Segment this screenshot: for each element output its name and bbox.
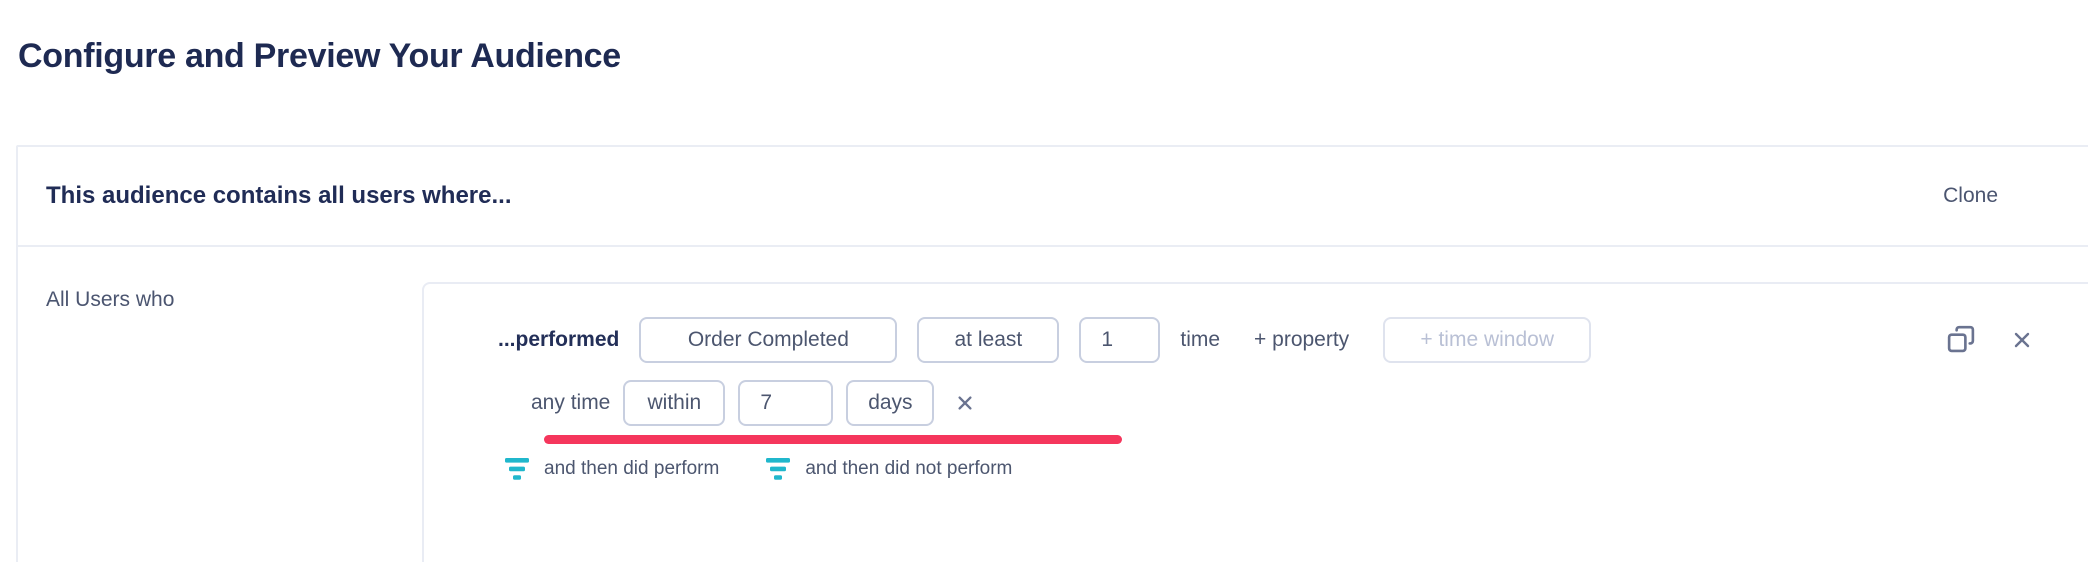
time-window-row: any time within days xyxy=(424,380,974,426)
time-window-input[interactable] xyxy=(1383,317,1592,363)
close-icon xyxy=(956,396,974,415)
operator-select-button[interactable]: at least xyxy=(917,317,1060,363)
count-suffix-label: time xyxy=(1180,328,1221,351)
panel-header: This audience contains all users where..… xyxy=(18,147,2088,247)
and-then-did-perform-button[interactable]: and then did perform xyxy=(504,457,719,481)
audience-panel: This audience contains all users where..… xyxy=(16,145,2088,562)
window-value-input[interactable] xyxy=(738,380,834,426)
range-select-button[interactable]: within xyxy=(623,380,726,426)
duplicate-icon xyxy=(1946,325,1976,357)
unit-select-button[interactable]: days xyxy=(846,380,935,426)
add-property-button[interactable]: + property xyxy=(1254,328,1350,351)
all-users-who-label: All Users who xyxy=(46,288,175,311)
panel-header-title: This audience contains all users where..… xyxy=(46,182,512,209)
remove-condition-button[interactable] xyxy=(2012,330,2032,350)
clone-button[interactable]: Clone xyxy=(1943,184,1998,207)
condition-card: ...performed Order Completed at least ti… xyxy=(422,282,2088,562)
duplicate-condition-button[interactable] xyxy=(1946,324,1976,354)
highlight-underline xyxy=(544,435,1122,444)
and-then-did-not-perform-button[interactable]: and then did not perform xyxy=(765,457,1012,481)
filter-lines-icon xyxy=(504,457,530,481)
any-time-label: any time xyxy=(531,391,611,414)
sequence-actions-row: and then did perform and then did not pe… xyxy=(424,454,1012,484)
count-input[interactable] xyxy=(1079,317,1161,363)
filter-lines-icon xyxy=(765,457,791,481)
and-then-did-not-perform-label: and then did not perform xyxy=(805,458,1013,479)
event-select-button[interactable]: Order Completed xyxy=(639,317,898,363)
page-title: Configure and Preview Your Audience xyxy=(18,36,621,75)
remove-time-window-button[interactable] xyxy=(956,394,974,412)
and-then-did-perform-label: and then did perform xyxy=(544,458,720,479)
performed-label: ...performed xyxy=(498,328,620,351)
close-icon xyxy=(2012,332,2032,353)
performed-condition-row: ...performed Order Completed at least ti… xyxy=(424,317,1592,363)
